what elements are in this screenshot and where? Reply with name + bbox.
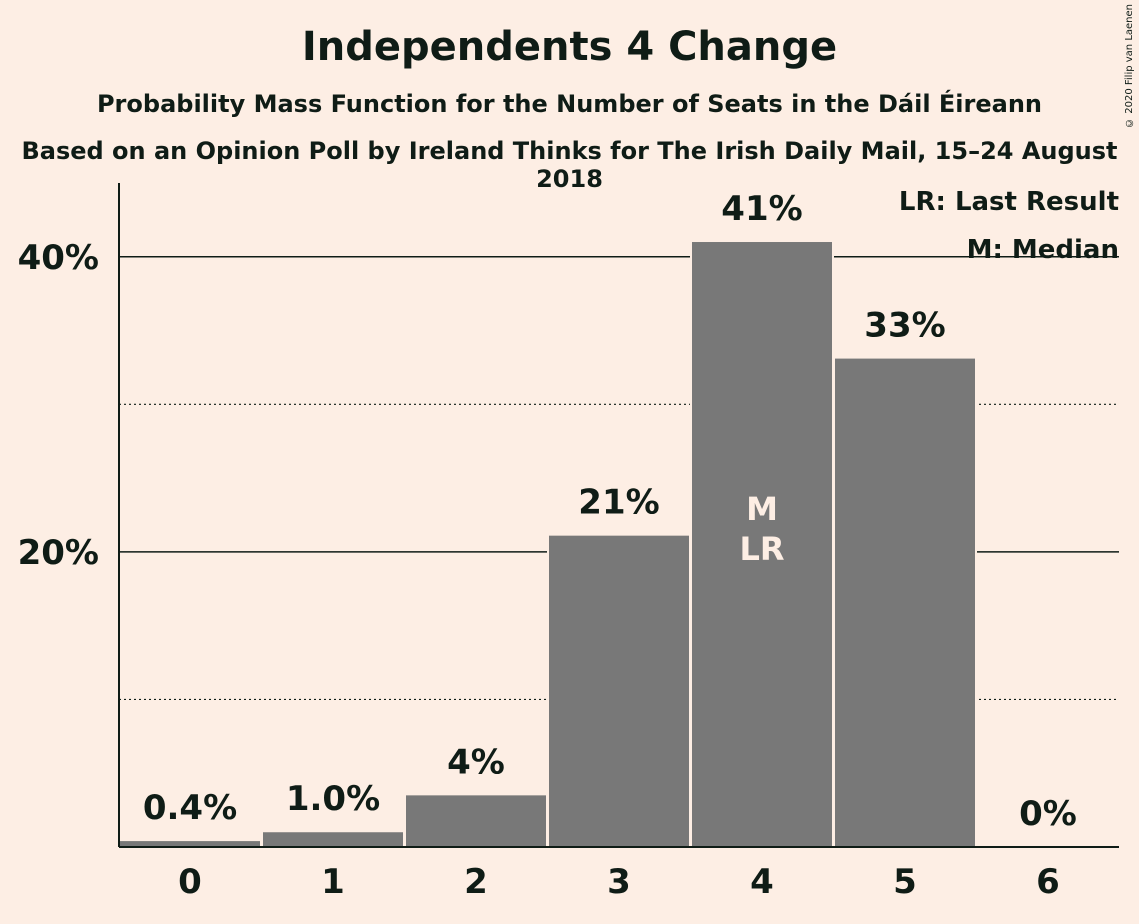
legend-median: M: Median — [967, 235, 1119, 265]
x-tick-label: 1 — [321, 862, 345, 902]
y-tick-label: 20% — [18, 533, 99, 573]
bar — [549, 535, 689, 847]
bar-value-label: 33% — [864, 306, 945, 346]
y-tick-label: 40% — [18, 238, 99, 278]
chart-source-line: Based on an Opinion Poll by Ireland Thin… — [21, 137, 1118, 193]
x-tick-label: 6 — [1036, 862, 1060, 902]
chart-title: Independents 4 Change — [301, 24, 838, 70]
median-marker: M — [746, 490, 778, 528]
bar — [692, 242, 832, 847]
x-tick-label: 2 — [464, 862, 488, 902]
x-tick-label: 5 — [893, 862, 917, 902]
bar-value-label: 1.0% — [286, 779, 380, 819]
x-tick-label: 0 — [178, 862, 202, 902]
bar — [835, 358, 975, 847]
legend-last-result: LR: Last Result — [899, 187, 1119, 217]
bar-value-label: 0.4% — [143, 788, 237, 828]
chart-subtitle: Probability Mass Function for the Number… — [96, 90, 1043, 118]
bar-value-label: 4% — [447, 742, 505, 782]
bar — [263, 832, 403, 847]
bar-value-label: 41% — [721, 189, 802, 229]
bar-value-label: 21% — [578, 483, 659, 523]
x-tick-label: 4 — [750, 862, 774, 902]
last-result-marker: LR — [739, 530, 784, 568]
bar — [120, 841, 260, 847]
bar-value-label: 0% — [1019, 794, 1077, 834]
bar — [406, 795, 546, 847]
x-tick-label: 3 — [607, 862, 631, 902]
